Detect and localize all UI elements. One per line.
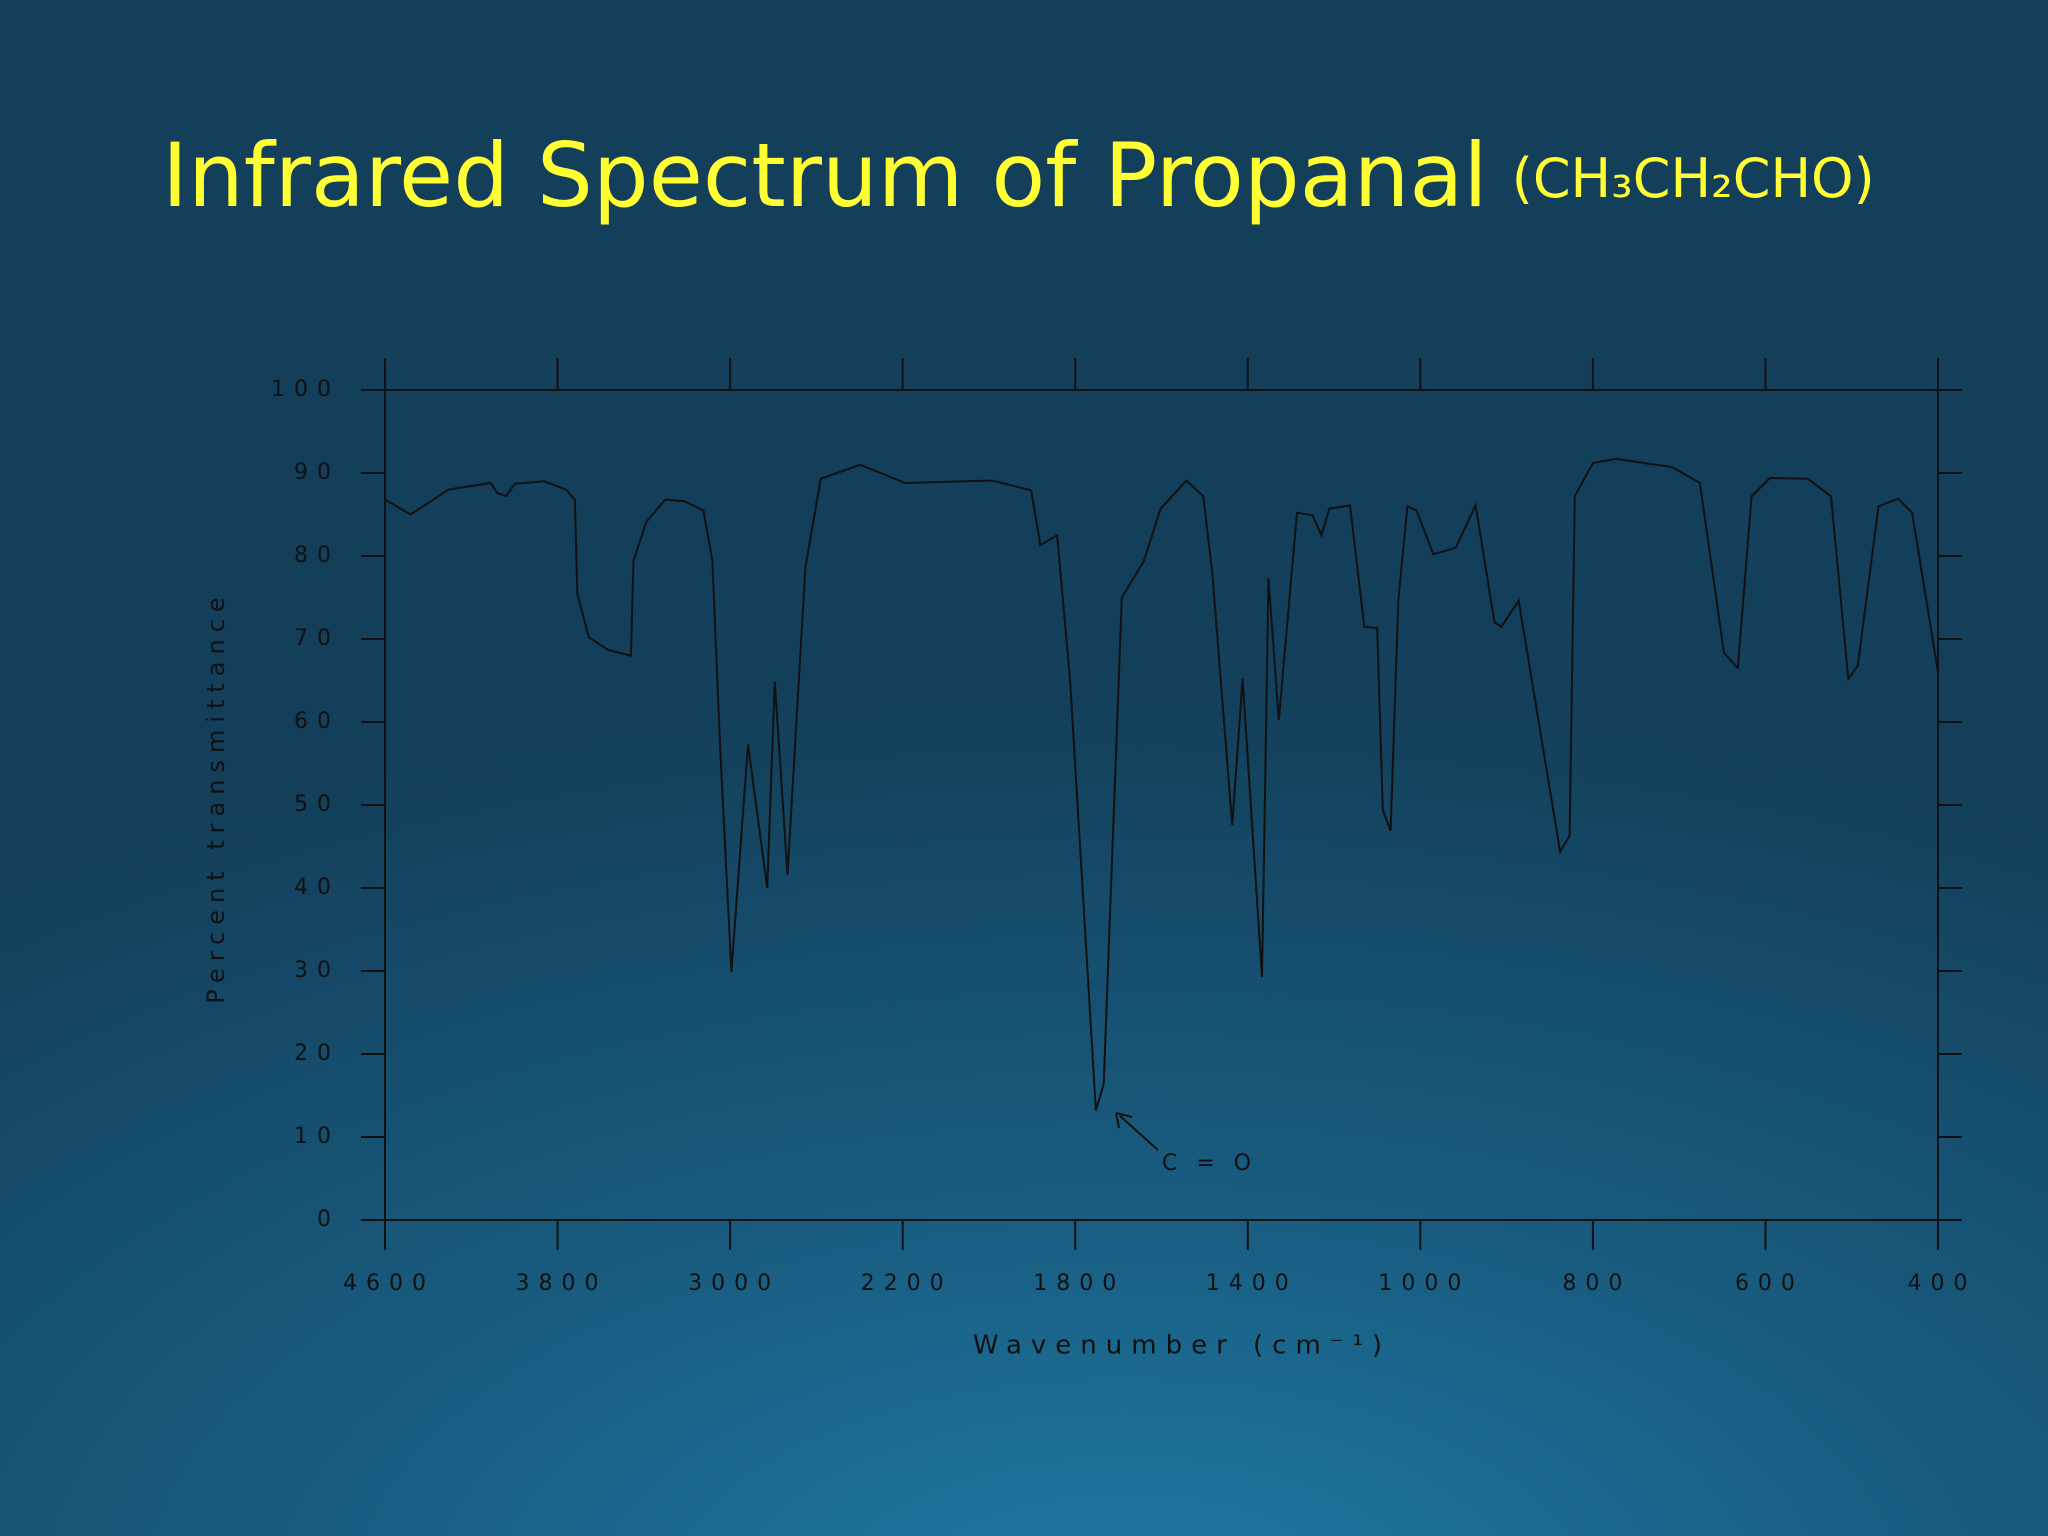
title: Infrared Spectrum of Propanal: [162, 124, 1488, 227]
spectrum-line: [384, 457, 1939, 1111]
y-tick-label: 30: [294, 958, 340, 983]
annotation-arrowhead: [1115, 1112, 1133, 1129]
y-tick-label: 50: [294, 792, 340, 817]
y-tick-label: 70: [294, 626, 340, 651]
y-axis-label: Percent transmittance: [202, 590, 230, 1003]
x-axis-label: Wavenumber (cm⁻¹): [973, 1331, 1391, 1361]
x-tick-label: 4600: [343, 1271, 435, 1296]
x-tick-label: 1000: [1378, 1271, 1470, 1296]
x-tick-label: 400: [1908, 1271, 1977, 1296]
x-tick-label: 1800: [1033, 1271, 1125, 1296]
x-tick-label: 1400: [1206, 1271, 1298, 1296]
annotation: C = O: [1162, 1151, 1257, 1176]
formula: (CH₃CH₂CHO): [1512, 147, 1875, 210]
y-tick-label: 0: [317, 1207, 340, 1232]
y-tick-label: 100: [271, 377, 340, 402]
y-tick-label: 60: [294, 709, 340, 734]
annotation-arrow: [1119, 1115, 1159, 1151]
x-tick-label: 3000: [688, 1271, 780, 1296]
x-tick-label: 2200: [861, 1271, 953, 1296]
slide-title: Infrared Spectrum of Propanal (CH₃CH₂CHO): [162, 124, 1875, 227]
x-tick-label: 3800: [516, 1271, 608, 1296]
y-tick-label: 40: [294, 875, 340, 900]
y-tick-label: 10: [294, 1124, 340, 1149]
y-tick-label: 90: [294, 460, 340, 485]
y-tick-label: 80: [294, 543, 340, 568]
x-tick-label: 600: [1735, 1271, 1804, 1296]
x-tick-label: 800: [1562, 1271, 1631, 1296]
y-tick-label: 20: [294, 1041, 340, 1066]
